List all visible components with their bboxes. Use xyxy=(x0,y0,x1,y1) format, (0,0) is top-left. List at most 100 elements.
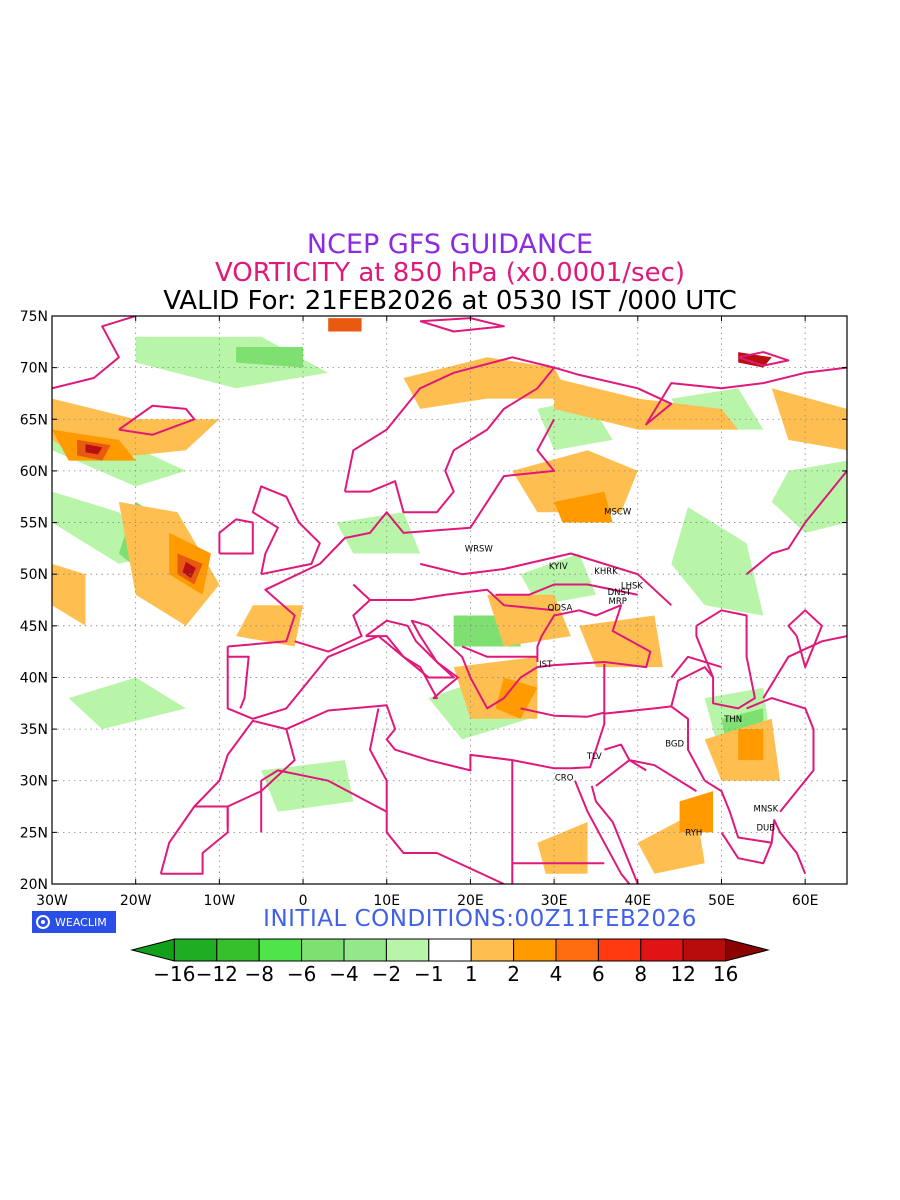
y-tick-label: 50N xyxy=(20,567,48,583)
legend-label: 12 xyxy=(670,962,696,986)
legend-swatch xyxy=(470,938,515,962)
boundary-line xyxy=(419,317,505,333)
x-tick-label: 20E xyxy=(457,893,484,905)
vorticity-patch xyxy=(236,347,304,368)
boundary-line xyxy=(704,779,807,875)
logo-text: WEACLIM xyxy=(55,915,107,929)
city-label-ist: IST xyxy=(539,660,553,670)
vorticity-patch xyxy=(771,388,847,451)
boundary-line xyxy=(365,619,459,700)
vorticity-patch xyxy=(738,729,764,761)
legend-swatch xyxy=(555,938,599,962)
boundary-line xyxy=(590,785,639,884)
boundary-line xyxy=(369,708,505,884)
chart-title: NCEP GFS GUIDANCE xyxy=(306,229,594,260)
boundary-line xyxy=(251,485,321,576)
boundary-line xyxy=(343,356,556,514)
vorticity-patch xyxy=(85,444,103,455)
city-label-dub: DUB xyxy=(757,823,776,833)
x-tick-label: 60E xyxy=(792,893,819,905)
vorticity-patch xyxy=(512,450,638,513)
legend-label: 6 xyxy=(592,962,605,986)
y-tick-label: 35N xyxy=(20,722,48,738)
vorticity-patch xyxy=(487,594,571,647)
legend-swatch xyxy=(428,938,472,962)
legend-swatch xyxy=(513,938,557,962)
legend-label: −16 xyxy=(153,962,196,986)
y-tick-label: 75N xyxy=(20,309,48,325)
legend-label: 16 xyxy=(712,962,739,986)
vorticity-patch xyxy=(261,760,354,812)
city-label-lhsk: LHSK xyxy=(621,582,644,592)
boundary-line xyxy=(419,552,672,606)
boundary-line xyxy=(294,599,371,653)
city-label-cro: CRO xyxy=(555,774,574,784)
legend-swatch xyxy=(597,938,642,962)
legend-label: −12 xyxy=(195,962,238,986)
boundary-line xyxy=(520,664,606,718)
map-frame xyxy=(51,315,848,885)
weaclim-logo: WEACLIM xyxy=(32,911,116,933)
coastlines-borders xyxy=(52,316,847,884)
city-label-bgd: BGD xyxy=(665,740,684,750)
y-tick-label: 65N xyxy=(20,412,48,428)
legend-label: 8 xyxy=(634,962,648,986)
x-tick-label: 10E xyxy=(373,893,400,905)
legend-arrow-left xyxy=(130,938,175,962)
y-tick-label: 55N xyxy=(20,516,48,532)
legend-label: −8 xyxy=(244,962,274,986)
color-legend xyxy=(130,938,770,962)
city-label-tlv: TLV xyxy=(586,752,602,762)
city-label-odsa: ODSA xyxy=(548,603,573,613)
boundary-line xyxy=(695,609,756,710)
boundary-line xyxy=(461,645,538,658)
boundary-line xyxy=(604,705,706,782)
legend-swatch xyxy=(385,938,430,962)
vorticity-patch xyxy=(182,561,196,579)
city-label-khrk: KHRK xyxy=(594,567,618,577)
y-tick-label: 70N xyxy=(20,361,48,377)
vorticity-patch xyxy=(679,791,714,833)
legend-swatch xyxy=(258,938,303,962)
vorticity-patch xyxy=(554,378,739,430)
boundary-line xyxy=(495,583,639,596)
boundary-line xyxy=(720,831,773,865)
city-label-thn: THN xyxy=(723,715,742,725)
y-tick-label: 45N xyxy=(20,619,48,635)
city-label-ryh: RYH xyxy=(685,828,702,838)
x-tick-label: 50E xyxy=(708,893,735,905)
city-label-mrp: MRP xyxy=(609,597,627,607)
boundary-line xyxy=(260,769,388,833)
vorticity-patch xyxy=(579,615,663,668)
boundary-line xyxy=(227,418,556,648)
legend-swatch xyxy=(343,938,387,962)
vorticity-patch xyxy=(495,677,538,719)
city-label-dnst: DNST xyxy=(608,588,632,598)
boundary-line xyxy=(574,780,631,884)
vorticity-patch xyxy=(52,563,86,626)
boundary-line xyxy=(52,316,136,390)
y-tick-label: 60N xyxy=(20,464,48,480)
boundary-line xyxy=(226,604,652,720)
legend-label: −4 xyxy=(329,962,359,986)
vorticity-patch xyxy=(554,491,613,523)
city-label-mscw: MSCW xyxy=(604,507,632,517)
boundary-line xyxy=(595,759,647,787)
vorticity-patch xyxy=(236,605,304,647)
city-label-kyiv: KYIV xyxy=(549,562,568,572)
y-tick-label: 25N xyxy=(20,825,48,841)
vorticity-patch xyxy=(328,318,362,332)
legend-label: 4 xyxy=(549,962,563,986)
boundary-line xyxy=(118,404,196,436)
legend-swatch xyxy=(173,938,218,962)
boundary-line xyxy=(218,518,254,555)
boundary-line xyxy=(553,366,847,426)
vorticity-patch xyxy=(537,822,588,874)
logo-icon xyxy=(36,915,50,929)
boundary-line xyxy=(670,666,714,707)
legend-label: 1 xyxy=(464,962,478,986)
valid-time-label: VALID For: 21FEB2026 at 0530 IST /000 UT… xyxy=(163,286,737,316)
boundary-line xyxy=(762,635,847,699)
axis-ticks: 30W 20W 10W 0 10E 20E 30E 40E 50E 60E 75N 70N 65N 60N… xyxy=(20,309,847,905)
